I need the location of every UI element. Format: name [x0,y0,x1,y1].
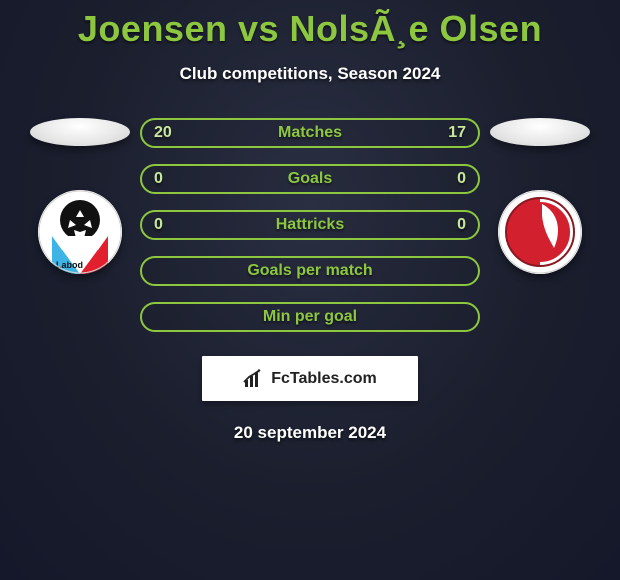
bar-chart-icon [243,368,265,390]
stat-right-value: 17 [448,124,466,142]
stat-left-value: 0 [154,170,163,188]
svg-text:Labod: Labod [56,260,83,270]
stat-row-matches: 20 Matches 17 [140,118,480,148]
club-logo-left-svg: Labod [38,190,122,274]
stat-right-value: 0 [457,170,466,188]
stat-right-value: 0 [457,216,466,234]
stat-left-value: 0 [154,216,163,234]
stat-label: Hattricks [276,216,344,234]
stat-row-min-per-goal: Min per goal [140,302,480,332]
stat-row-hattricks: 0 Hattricks 0 [140,210,480,240]
comparison-panel: Labod 20 Matches 17 0 Goals 0 0 Hattrick… [0,118,620,332]
page-subtitle: Club competitions, Season 2024 [0,64,620,84]
stat-left-value: 20 [154,124,172,142]
right-player-column [480,118,600,274]
stat-label: Matches [278,124,342,142]
stat-row-goals-per-match: Goals per match [140,256,480,286]
club-logo-right [498,190,582,274]
club-logo-left: Labod [38,190,122,274]
left-player-column: Labod [20,118,140,274]
stats-table: 20 Matches 17 0 Goals 0 0 Hattricks 0 Go… [140,118,480,332]
club-logo-right-svg [498,190,582,274]
stat-label: Min per goal [263,308,357,326]
snapshot-date: 20 september 2024 [0,423,620,443]
player-right-avatar-placeholder [490,118,590,146]
watermark: FcTables.com [202,356,418,401]
stat-label: Goals [288,170,332,188]
player-left-avatar-placeholder [30,118,130,146]
page-title: Joensen vs NolsÃ¸e Olsen [0,0,620,50]
stat-label: Goals per match [247,262,372,280]
stat-row-goals: 0 Goals 0 [140,164,480,194]
watermark-text: FcTables.com [271,370,377,388]
